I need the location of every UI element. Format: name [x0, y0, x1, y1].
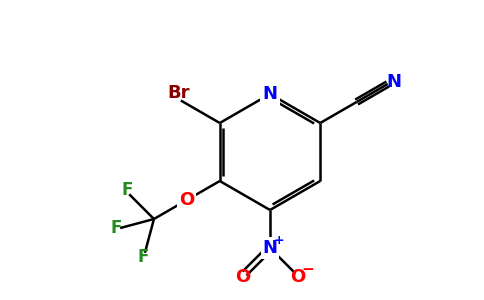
- Text: N: N: [262, 239, 277, 257]
- Text: N: N: [386, 73, 401, 91]
- Text: O: O: [179, 191, 195, 209]
- Text: Br: Br: [167, 83, 190, 101]
- Text: O: O: [235, 268, 250, 286]
- Text: O: O: [290, 268, 305, 286]
- Text: F: F: [110, 219, 122, 237]
- Text: −: −: [301, 262, 314, 277]
- Text: F: F: [137, 248, 149, 266]
- Text: F: F: [121, 181, 133, 199]
- Text: +: +: [273, 235, 284, 248]
- Text: N: N: [262, 85, 277, 103]
